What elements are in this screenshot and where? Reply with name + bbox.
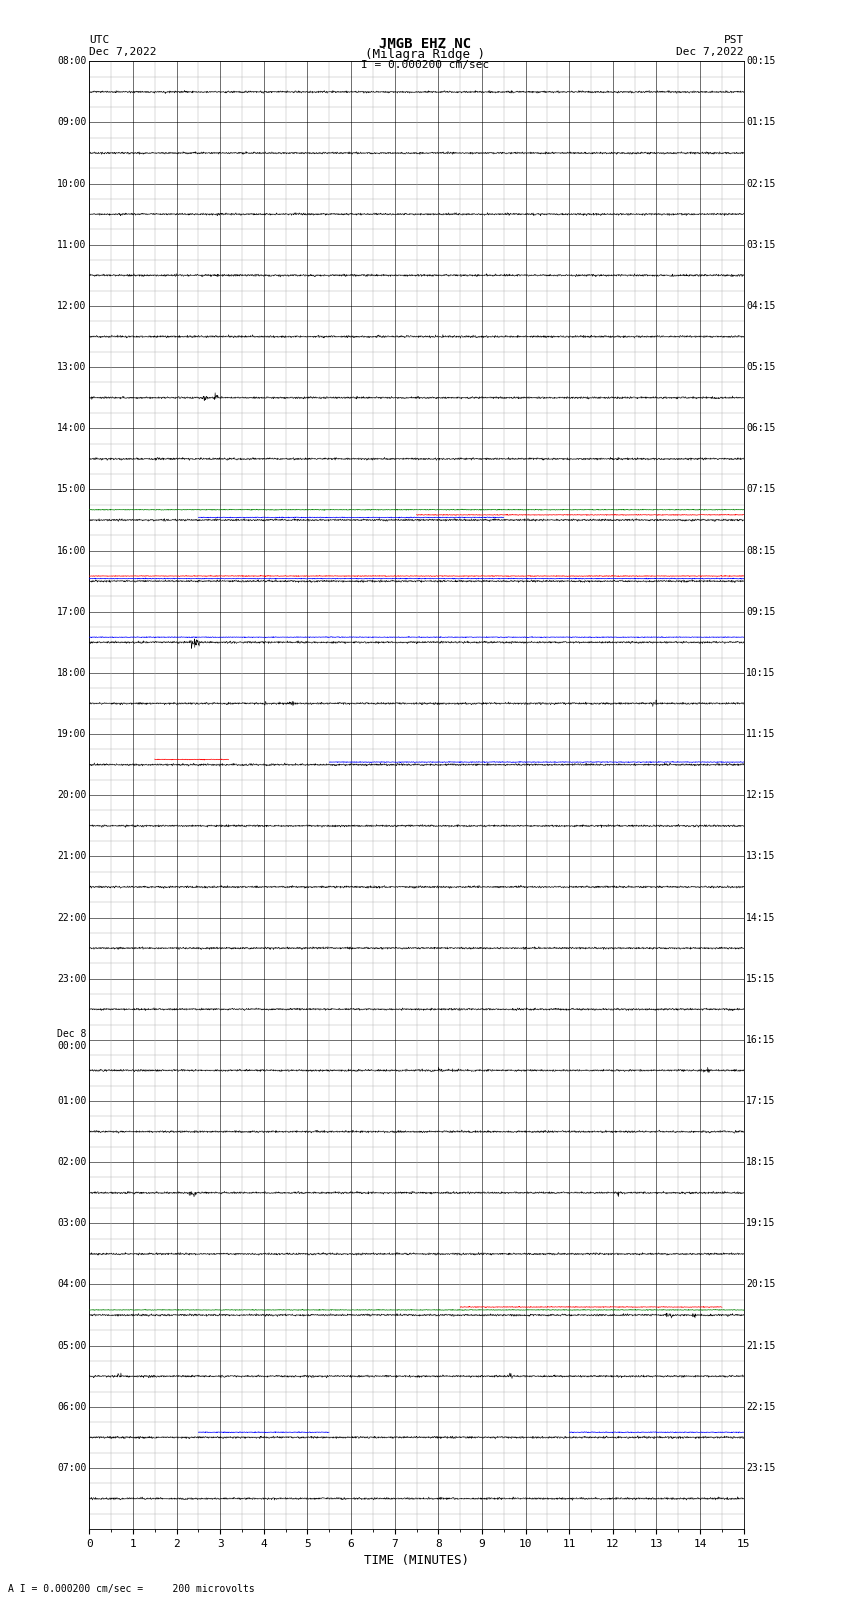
- Text: 19:15: 19:15: [746, 1218, 776, 1229]
- Text: PST: PST: [723, 35, 744, 45]
- Text: 09:00: 09:00: [57, 118, 87, 127]
- Text: 01:00: 01:00: [57, 1095, 87, 1107]
- Text: 08:00: 08:00: [57, 56, 87, 66]
- Text: A I = 0.000200 cm/sec =     200 microvolts: A I = 0.000200 cm/sec = 200 microvolts: [8, 1584, 255, 1594]
- Text: 12:00: 12:00: [57, 302, 87, 311]
- Text: 20:00: 20:00: [57, 790, 87, 800]
- Text: 20:15: 20:15: [746, 1279, 776, 1289]
- Text: 07:00: 07:00: [57, 1463, 87, 1473]
- Text: 14:15: 14:15: [746, 913, 776, 923]
- Text: 03:15: 03:15: [746, 240, 776, 250]
- Text: 02:00: 02:00: [57, 1157, 87, 1168]
- Text: Dec 7,2022: Dec 7,2022: [677, 47, 744, 56]
- Text: 01:15: 01:15: [746, 118, 776, 127]
- Text: 21:00: 21:00: [57, 852, 87, 861]
- Text: 13:15: 13:15: [746, 852, 776, 861]
- Text: 21:15: 21:15: [746, 1340, 776, 1350]
- Text: 00:15: 00:15: [746, 56, 776, 66]
- Text: 13:00: 13:00: [57, 361, 87, 373]
- Text: JMGB EHZ NC: JMGB EHZ NC: [379, 37, 471, 52]
- Text: 15:15: 15:15: [746, 974, 776, 984]
- Text: 18:00: 18:00: [57, 668, 87, 677]
- Text: 22:15: 22:15: [746, 1402, 776, 1411]
- Text: 15:00: 15:00: [57, 484, 87, 495]
- Text: 23:15: 23:15: [746, 1463, 776, 1473]
- Text: 12:15: 12:15: [746, 790, 776, 800]
- Text: Dec 7,2022: Dec 7,2022: [89, 47, 156, 56]
- Text: (Milagra Ridge ): (Milagra Ridge ): [365, 48, 485, 61]
- Text: 17:00: 17:00: [57, 606, 87, 616]
- Text: 22:00: 22:00: [57, 913, 87, 923]
- Text: 11:15: 11:15: [746, 729, 776, 739]
- Text: 05:00: 05:00: [57, 1340, 87, 1350]
- Text: 02:15: 02:15: [746, 179, 776, 189]
- Text: 16:15: 16:15: [746, 1036, 776, 1045]
- Text: I = 0.000200 cm/sec: I = 0.000200 cm/sec: [361, 60, 489, 69]
- Text: 18:15: 18:15: [746, 1157, 776, 1168]
- Text: 23:00: 23:00: [57, 974, 87, 984]
- Text: 07:15: 07:15: [746, 484, 776, 495]
- Text: 14:00: 14:00: [57, 423, 87, 434]
- Text: 06:00: 06:00: [57, 1402, 87, 1411]
- Text: Dec 8
00:00: Dec 8 00:00: [57, 1029, 87, 1050]
- Text: 10:15: 10:15: [746, 668, 776, 677]
- Text: 09:15: 09:15: [746, 606, 776, 616]
- Text: 06:15: 06:15: [746, 423, 776, 434]
- Text: UTC: UTC: [89, 35, 110, 45]
- Text: 10:00: 10:00: [57, 179, 87, 189]
- Text: 16:00: 16:00: [57, 545, 87, 555]
- Text: 04:15: 04:15: [746, 302, 776, 311]
- Text: 03:00: 03:00: [57, 1218, 87, 1229]
- X-axis label: TIME (MINUTES): TIME (MINUTES): [364, 1555, 469, 1568]
- Text: 04:00: 04:00: [57, 1279, 87, 1289]
- Text: 17:15: 17:15: [746, 1095, 776, 1107]
- Text: 11:00: 11:00: [57, 240, 87, 250]
- Text: 05:15: 05:15: [746, 361, 776, 373]
- Text: 08:15: 08:15: [746, 545, 776, 555]
- Text: 19:00: 19:00: [57, 729, 87, 739]
